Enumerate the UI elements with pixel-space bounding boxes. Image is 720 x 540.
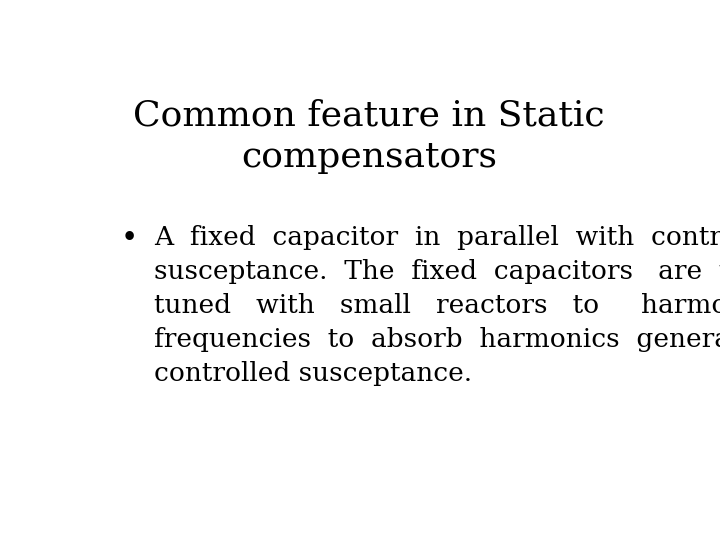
Text: •: • [121, 225, 138, 253]
Text: Common feature in Static
compensators: Common feature in Static compensators [133, 98, 605, 174]
Text: A  fixed  capacitor  in  parallel  with  controlled
susceptance.  The  fixed  ca: A fixed capacitor in parallel with contr… [154, 225, 720, 386]
